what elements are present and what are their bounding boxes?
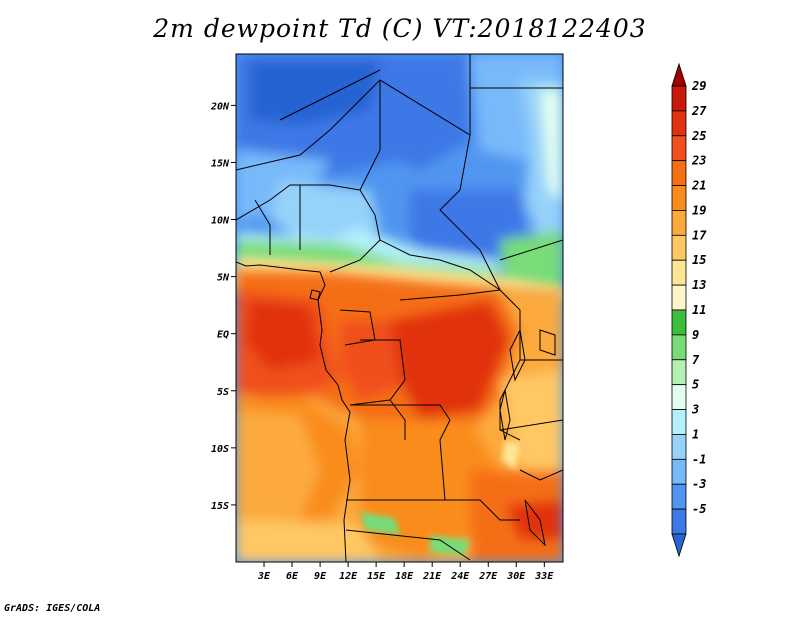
colorbar-segment [671, 309, 687, 336]
lon-tick-label: 30E [506, 571, 526, 582]
colorbar-label: 27 [691, 104, 707, 118]
lat-tick-label: EQ [217, 330, 229, 341]
colorbar-label: -3 [692, 477, 706, 491]
colorbar-label: 15 [692, 253, 706, 267]
colorbar-label: 5 [692, 378, 699, 392]
country-borders [236, 54, 563, 562]
colorbar-segment [671, 458, 687, 485]
lat-tick-label: 10S [211, 444, 229, 455]
lon-tick-label: 12E [339, 571, 358, 582]
map-frame [235, 53, 564, 563]
longitude-axis: 3E 6E 9E 12E 15E 18E 21E 24E 27E 30E 33E [257, 562, 554, 582]
lat-tick-label: 15S [211, 501, 229, 512]
colorbar-label: -5 [692, 502, 706, 516]
latitude-axis: 20N 15N 10N 5N EQ 5S 10S 15S [210, 101, 236, 512]
lon-tick-label: 24E [450, 571, 470, 582]
lat-tick-label: 20N [210, 101, 230, 112]
colorbar-segment [671, 434, 687, 460]
colorbar-segment [671, 259, 687, 286]
colorbar-segment [671, 110, 687, 137]
colorbar-segment [671, 508, 687, 535]
lat-tick-label: 10N [211, 216, 230, 227]
colorbar-label: 25 [691, 129, 706, 143]
colorbar-top-arrow [671, 62, 687, 87]
colorbar-label: 17 [692, 228, 707, 242]
colorbar-label: 29 [691, 79, 706, 93]
lon-tick-label: 33E [534, 571, 554, 582]
colorbar-segment [671, 210, 687, 236]
lon-tick-label: 15E [367, 571, 386, 582]
dewpoint-field [236, 54, 563, 562]
lat-tick-label: 5S [217, 387, 229, 398]
colorbar-segment [671, 160, 687, 186]
lon-tick-label: 3E [257, 571, 271, 582]
colorbar-segment [671, 85, 687, 112]
colorbar-segment [671, 483, 687, 510]
colorbar-segment [671, 384, 687, 410]
colorbar-label: 19 [692, 203, 706, 217]
lon-tick-label: 9E [314, 571, 327, 582]
colorbar-segment [671, 359, 687, 386]
colorbar-segment [671, 135, 687, 162]
colorbar-label: 23 [691, 154, 706, 168]
lon-tick-label: 27E [478, 571, 498, 582]
colorbar: 29 27 25 23 21 19 17 15 13 11 9 7 5 3 1 -1 -3 -5 [671, 62, 707, 558]
colorbar-label: 7 [692, 353, 700, 367]
colorbar-segment [671, 234, 687, 261]
colorbar-label: 11 [692, 303, 706, 317]
colorbar-label: 9 [692, 328, 699, 342]
grads-credit: GrADS: IGES/COLA [4, 603, 101, 614]
lat-tick-label: 5N [217, 273, 230, 284]
colorbar-segment [671, 185, 687, 211]
colorbar-label: 13 [692, 278, 706, 292]
colorbar-bottom-arrow [671, 533, 687, 558]
colorbar-segment [671, 334, 687, 361]
lon-tick-label: 6E [286, 571, 299, 582]
lon-tick-label: 21E [422, 571, 442, 582]
colorbar-label: 21 [691, 179, 706, 193]
colorbar-label: 1 [692, 427, 699, 441]
colorbar-label: 3 [691, 403, 699, 417]
colorbar-label: -1 [692, 452, 706, 466]
map-title: 2m dewpoint Td (C) VT:2018122403 [153, 14, 647, 43]
lon-tick-label: 18E [395, 571, 414, 582]
colorbar-segment [671, 284, 687, 311]
colorbar-segment [671, 409, 687, 435]
lat-tick-label: 15N [211, 158, 230, 169]
